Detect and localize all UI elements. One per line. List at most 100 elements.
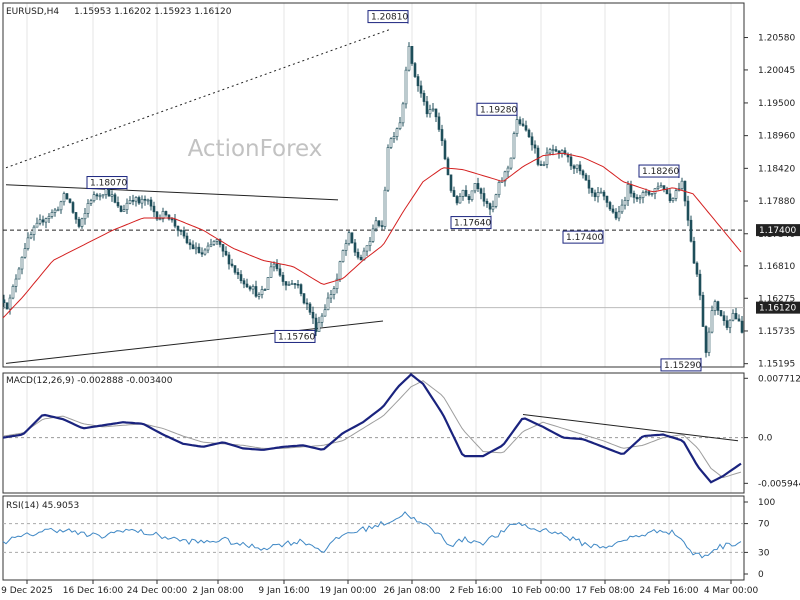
candle-body bbox=[284, 281, 288, 286]
candle-body bbox=[728, 319, 732, 328]
candle-body bbox=[149, 199, 153, 207]
candle-body bbox=[56, 209, 60, 212]
moving-average-line bbox=[2, 152, 742, 319]
candle-body bbox=[113, 194, 117, 203]
candle-body bbox=[407, 46, 411, 71]
candle-body bbox=[29, 234, 33, 239]
candle-body bbox=[626, 184, 630, 201]
candle-body bbox=[194, 246, 198, 250]
price-tick-label: 1.18960 bbox=[758, 132, 795, 142]
price-tick-label: 1.15735 bbox=[758, 327, 795, 337]
candle-body bbox=[182, 230, 186, 237]
candle-body bbox=[401, 103, 405, 124]
price-pane: 1.20810 1.19280 1.18260 1.18070 1.17640 1.174… bbox=[2, 10, 800, 372]
price-tick-label: 1.20045 bbox=[758, 66, 795, 76]
candle-body bbox=[140, 198, 144, 204]
candle-body bbox=[506, 167, 510, 173]
candle-body bbox=[485, 200, 489, 204]
candle-body bbox=[323, 309, 327, 317]
candle-body bbox=[425, 101, 429, 115]
candle-body bbox=[416, 76, 420, 87]
time-tick-label: 10 Feb 00:00 bbox=[511, 586, 570, 596]
candle-body bbox=[632, 192, 636, 198]
rsi-tick-label: 100 bbox=[758, 498, 775, 508]
candle-body bbox=[650, 193, 654, 195]
candle-body bbox=[50, 212, 54, 217]
candle-body bbox=[38, 219, 42, 224]
candle-body bbox=[443, 140, 447, 160]
candle-body bbox=[521, 123, 525, 126]
candle-body bbox=[611, 208, 615, 213]
candle-body bbox=[179, 230, 183, 232]
candle-body bbox=[386, 147, 390, 191]
time-tick-label: 26 Jan 08:00 bbox=[384, 586, 441, 596]
candle-body bbox=[548, 149, 552, 154]
candle-body bbox=[665, 189, 669, 195]
candle-body bbox=[203, 249, 207, 255]
candle-body bbox=[125, 202, 129, 210]
candle-body bbox=[185, 235, 189, 244]
candle-body bbox=[524, 125, 528, 131]
candle-body bbox=[257, 294, 261, 297]
candle-body bbox=[512, 133, 516, 159]
macd-tick-label: 0.0 bbox=[758, 434, 773, 444]
pane-frame-1 bbox=[2, 372, 745, 494]
candle-body bbox=[23, 248, 27, 258]
candle-body bbox=[320, 315, 324, 323]
candle-body bbox=[347, 232, 351, 244]
candle-body bbox=[8, 297, 12, 310]
grid-lines bbox=[26, 3, 732, 580]
candle-body bbox=[170, 218, 174, 221]
candle-body bbox=[293, 283, 297, 285]
candle-body bbox=[242, 280, 246, 285]
candle-body bbox=[266, 277, 270, 290]
price-label: 1.17400 bbox=[566, 233, 603, 243]
candle-body bbox=[614, 211, 618, 219]
candle-body bbox=[434, 108, 438, 118]
candle-body bbox=[296, 283, 300, 286]
macd-tick-label: -0.005944 bbox=[758, 479, 800, 489]
candle-body bbox=[689, 219, 693, 242]
candle-body bbox=[470, 190, 474, 200]
candle-body bbox=[605, 195, 609, 203]
rsi-pane: RSI(14) 45.9053 100 70 30 0 bbox=[2, 498, 775, 580]
candle-body bbox=[329, 294, 333, 299]
rsi-tick-label: 30 bbox=[758, 548, 770, 558]
candle-body bbox=[89, 200, 93, 204]
candles bbox=[2, 42, 744, 358]
candle-body bbox=[137, 197, 141, 204]
candle-body bbox=[92, 194, 96, 202]
price-label: 1.18260 bbox=[642, 167, 679, 177]
candle-body bbox=[86, 203, 90, 214]
candle-body bbox=[110, 194, 114, 197]
candle-body bbox=[608, 202, 612, 210]
candle-body bbox=[62, 193, 66, 203]
candle-body bbox=[68, 198, 72, 203]
candle-body bbox=[332, 288, 336, 295]
candle-body bbox=[467, 196, 471, 200]
candle-body bbox=[107, 188, 111, 197]
candle-body bbox=[146, 199, 150, 202]
price-badges: 1.17400 1.16120 bbox=[756, 224, 800, 314]
candle-body bbox=[533, 144, 537, 149]
candle-body bbox=[74, 212, 78, 220]
candle-body bbox=[734, 313, 738, 320]
candle-body bbox=[716, 301, 720, 311]
macd-title: MACD(12,26,9) -0.002888 -0.003400 bbox=[6, 376, 173, 386]
price-tick-label: 1.20580 bbox=[758, 34, 795, 44]
candle-body bbox=[509, 157, 513, 169]
candle-body bbox=[206, 245, 210, 251]
candle-body bbox=[14, 278, 18, 287]
candle-body bbox=[629, 184, 633, 194]
candle-body bbox=[248, 286, 252, 290]
candle-body bbox=[584, 174, 588, 181]
candle-body bbox=[482, 193, 486, 202]
candle-body bbox=[668, 193, 672, 201]
candle-body bbox=[581, 170, 585, 176]
candle-body bbox=[740, 320, 744, 333]
candle-body bbox=[428, 109, 432, 115]
candle-body bbox=[620, 204, 624, 213]
candle-body bbox=[593, 192, 597, 198]
candle-body bbox=[647, 191, 651, 195]
